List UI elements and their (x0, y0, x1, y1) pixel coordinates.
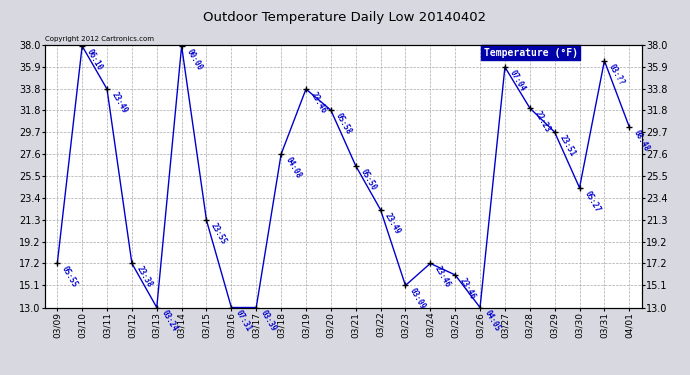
Text: 22:23: 22:23 (533, 110, 552, 134)
Text: 23:51: 23:51 (558, 134, 577, 158)
Text: Temperature (°F): Temperature (°F) (484, 48, 578, 58)
Text: 23:55: 23:55 (209, 222, 228, 246)
Text: 04:08: 04:08 (284, 156, 303, 180)
Text: 05:50: 05:50 (359, 167, 378, 192)
Text: 23:49: 23:49 (110, 90, 129, 115)
Text: 03:39: 03:39 (259, 309, 278, 333)
Text: Outdoor Temperature Daily Low 20140402: Outdoor Temperature Daily Low 20140402 (204, 11, 486, 24)
Text: 07:31: 07:31 (234, 309, 253, 333)
Text: Copyright 2012 Cartronics.com: Copyright 2012 Cartronics.com (45, 36, 154, 42)
Text: 00:00: 00:00 (184, 48, 204, 72)
Text: 08:48: 08:48 (632, 128, 651, 153)
Text: 03:??: 03:?? (607, 62, 627, 87)
Text: 03:24: 03:24 (159, 309, 179, 333)
Text: 03:09: 03:09 (408, 287, 428, 311)
Text: 07:04: 07:04 (508, 69, 527, 93)
Text: 05:27: 05:27 (582, 189, 602, 214)
Text: 04:05: 04:05 (483, 309, 502, 333)
Text: 06:10: 06:10 (85, 48, 104, 72)
Text: 05:58: 05:58 (334, 111, 353, 136)
Text: 23:49: 23:49 (384, 211, 403, 236)
Text: 23:46: 23:46 (433, 265, 453, 290)
Text: 23:46: 23:46 (308, 90, 328, 115)
Text: 23:46: 23:46 (458, 276, 477, 301)
Text: 05:55: 05:55 (60, 265, 79, 290)
Text: 23:38: 23:38 (135, 265, 154, 290)
